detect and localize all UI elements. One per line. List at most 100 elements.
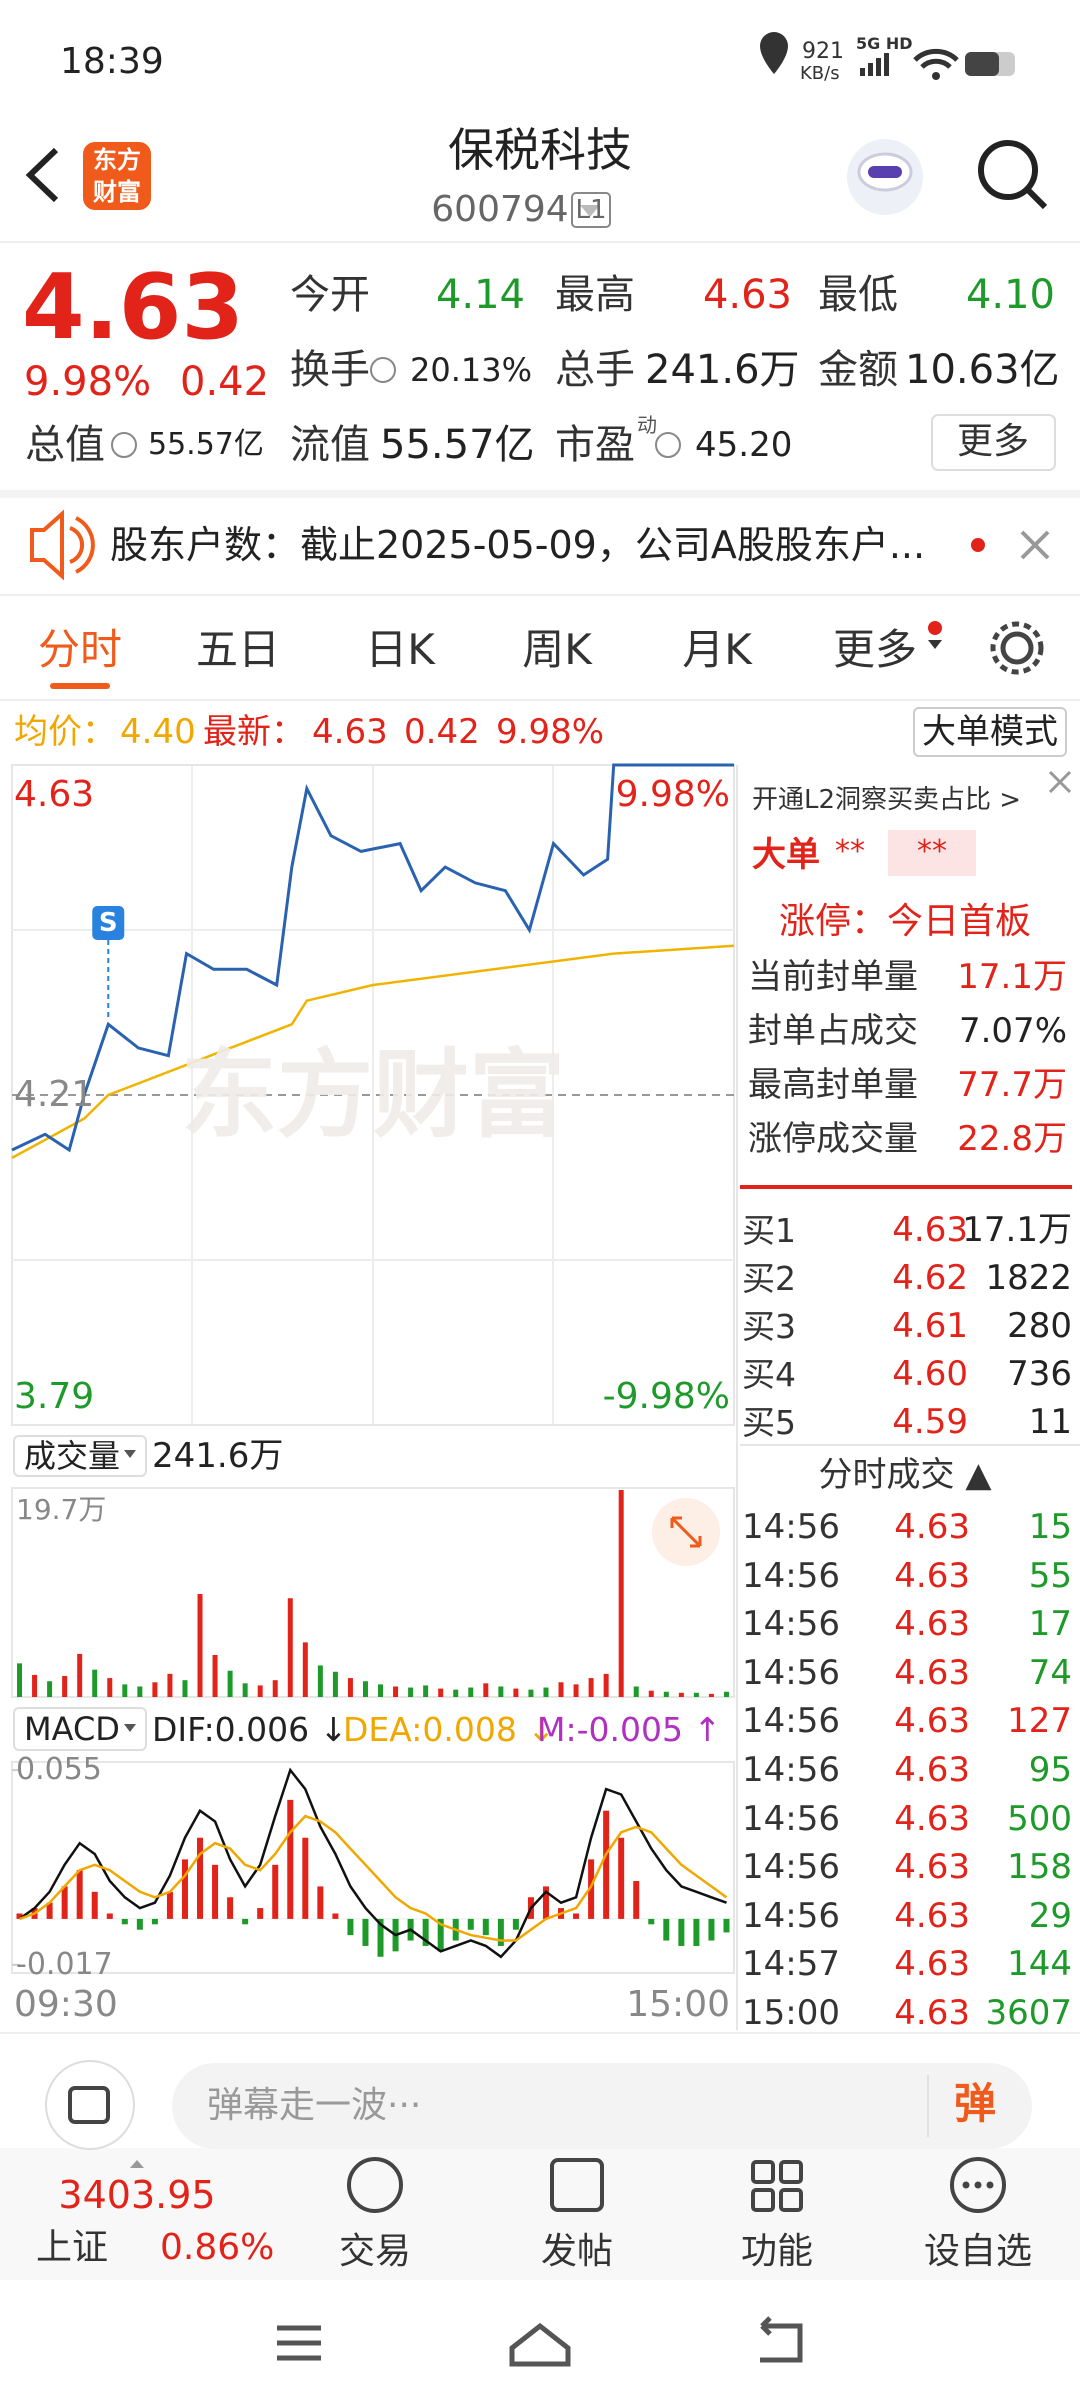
quote-label: 流值 (290, 422, 370, 468)
book-volume: 17.1万 (962, 1210, 1072, 1250)
notice-close[interactable] (1020, 530, 1050, 560)
volume-bar (588, 1678, 594, 1697)
nav-label[interactable]: 交易 (338, 2231, 412, 2272)
macd-bar (633, 1881, 640, 1919)
tab[interactable]: 周K (522, 625, 592, 674)
trades-title[interactable]: 分时成交 ▲ (818, 1455, 992, 1495)
avg-line (11, 944, 735, 1159)
stock-name: 保税科技 (448, 123, 632, 177)
comment-input[interactable] (172, 2063, 1032, 2149)
y-tick-label: 3.79 (14, 1376, 95, 1417)
signal-text: S (98, 908, 118, 938)
volume-bar (468, 1687, 474, 1697)
macd-frame (11, 1761, 735, 1974)
logo-text: 财富 (93, 178, 141, 206)
volume-bar (573, 1684, 579, 1697)
volume-bar (347, 1678, 353, 1697)
book-label: 买4 (742, 1354, 796, 1394)
trade-icon[interactable] (347, 2157, 403, 2213)
latest-label: 最新： (203, 712, 305, 752)
comment-settings[interactable] (45, 2060, 135, 2150)
book-label: 买5 (742, 1402, 796, 1442)
macd-tick-label: -0.017 (16, 1946, 113, 1982)
big-order-a: ** (835, 834, 865, 869)
volume-total: 241.6万 (152, 1436, 284, 1476)
l2-close[interactable] (1048, 770, 1072, 794)
post-icon[interactable] (550, 2158, 604, 2212)
volume-bar (107, 1678, 113, 1697)
expand-icon (670, 1516, 702, 1548)
nav-label[interactable]: 设自选 (923, 2231, 1033, 2272)
volume-bar (17, 1663, 23, 1697)
trade-price: 4.63 (894, 1507, 970, 1547)
volume-bar (182, 1680, 188, 1697)
trade-volume: 29 (1028, 1895, 1072, 1936)
tab[interactable]: 日K (365, 625, 435, 674)
watchlist-icon[interactable] (950, 2157, 1006, 2213)
notice-text: 股东户数：截止2025-05-09，公司A股股东户... (110, 523, 926, 567)
volume-selector[interactable] (13, 1435, 147, 1477)
l2-promo[interactable]: 开通L2洞察买卖占比 > (752, 785, 1022, 815)
macd-bar (347, 1918, 354, 1936)
macd-selector[interactable] (13, 1707, 147, 1751)
info-icon (655, 432, 681, 458)
tab[interactable]: 五日 (195, 625, 281, 674)
tab-indicator (50, 683, 110, 689)
volume-bar (708, 1693, 714, 1697)
macd-bar (106, 1913, 113, 1919)
back-button[interactable] (25, 147, 59, 203)
macd-bar (16, 1913, 23, 1919)
macd-bar (467, 1918, 474, 1930)
index-value: 3403.95 (58, 2173, 216, 2217)
search-button[interactable] (978, 140, 1038, 200)
notice-waves (69, 516, 95, 574)
dif-line (18, 1767, 727, 1959)
settings-button[interactable] (1000, 631, 1034, 665)
tab[interactable]: 更多 (832, 625, 918, 674)
volume-bar (543, 1687, 549, 1697)
volume-bar (513, 1688, 519, 1697)
more-button[interactable] (931, 414, 1056, 471)
m-label: M:-0.005 ↑ (537, 1709, 722, 1749)
trade-price: 4.63 (894, 1701, 970, 1742)
home-button[interactable] (509, 2322, 571, 2367)
macd-bar (618, 1837, 625, 1919)
comment-icon (68, 2086, 110, 2124)
net-speed: 921 (802, 39, 844, 64)
nav-label[interactable]: 发帖 (540, 2231, 614, 2272)
book-price: 4.61 (892, 1306, 968, 1346)
quote-value: 4.14 (435, 272, 525, 318)
tab[interactable]: 月K (682, 625, 752, 674)
quote-value: 20.13% (410, 351, 533, 389)
macd-bar (512, 1918, 519, 1930)
index-name: 上证 (36, 2227, 109, 2268)
change-amount: 0.42 (180, 359, 270, 405)
back-nav[interactable] (760, 2316, 803, 2363)
mode-button[interactable] (913, 707, 1067, 757)
trade-volume: 95 (1028, 1750, 1072, 1790)
app-logo (83, 142, 151, 210)
more-button-text[interactable]: 更多 (956, 421, 1030, 462)
trade-time: 14:56 (742, 1701, 840, 1742)
macd-bar (272, 1864, 279, 1919)
recent-apps[interactable] (277, 2325, 321, 2361)
watermark: 东方财富 (181, 1039, 565, 1151)
trade-time: 15:00 (742, 1993, 840, 2033)
book-volume: 280 (1007, 1306, 1072, 1346)
macd-bar (723, 1918, 730, 1933)
trade-time: 14:56 (742, 1895, 840, 1936)
nav-label[interactable]: 功能 (740, 2231, 814, 2272)
function-icon[interactable] (751, 2160, 803, 2212)
tab[interactable]: 分时 (37, 625, 123, 674)
macd-tick-label: 0.055 (16, 1752, 102, 1788)
volume-bar (197, 1594, 203, 1697)
macd-bar (197, 1837, 204, 1919)
volume-bar (663, 1691, 669, 1697)
danmaku-button[interactable]: 弹 (953, 2079, 997, 2128)
mode-button-text[interactable]: 大单模式 (922, 712, 1058, 752)
trade-volume: 500 (1007, 1798, 1072, 1839)
trade-time: 14:57 (742, 1944, 840, 1985)
signal-icon (860, 53, 889, 76)
pe-superscript: 动 (637, 413, 657, 437)
trade-volume: 74 (1028, 1652, 1072, 1693)
